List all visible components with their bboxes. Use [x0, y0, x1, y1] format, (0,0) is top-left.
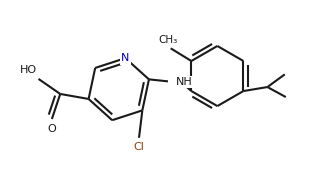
- Text: HO: HO: [20, 65, 37, 75]
- Text: O: O: [48, 124, 56, 134]
- Text: Cl: Cl: [133, 142, 144, 152]
- Text: NH: NH: [176, 77, 192, 87]
- Text: N: N: [121, 53, 130, 63]
- Text: CH₃: CH₃: [158, 35, 178, 45]
